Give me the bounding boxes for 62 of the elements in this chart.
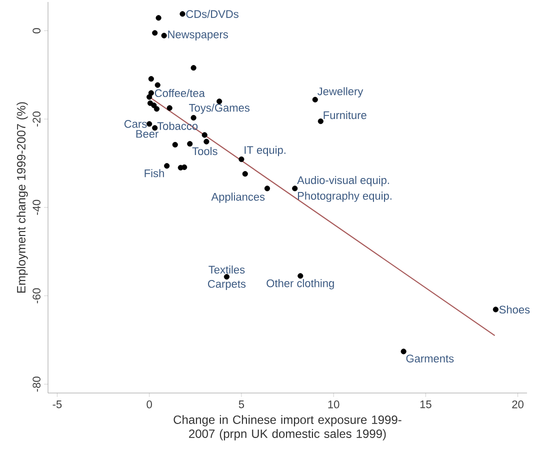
- point: [187, 141, 193, 147]
- annotation: Coffee/tea: [154, 88, 205, 98]
- point: [492, 306, 498, 312]
- point: [202, 132, 208, 138]
- x-tick-label: 20: [512, 400, 524, 408]
- y-tick-label: -60: [32, 288, 40, 304]
- annotation: Photography equip.: [298, 192, 392, 202]
- x-tick-label: 10: [328, 400, 340, 408]
- point: [154, 82, 160, 88]
- point: [148, 90, 154, 96]
- point: [182, 164, 188, 170]
- point: [318, 118, 324, 124]
- y-tick-label: -20: [32, 112, 40, 127]
- y-tick-label: -40: [32, 200, 40, 215]
- x-tick-label: 0: [146, 400, 152, 408]
- annotation: Fish: [144, 169, 164, 178]
- annotation: Appliances: [211, 192, 265, 203]
- point: [190, 65, 196, 71]
- point: [204, 138, 210, 144]
- point: [148, 76, 154, 82]
- annotation: CDs/DVDs: [186, 10, 238, 18]
- annotation: Carpets: [208, 280, 246, 290]
- annotation: Shoes: [499, 305, 530, 314]
- point: [154, 106, 160, 112]
- point: [298, 273, 304, 279]
- point: [146, 121, 152, 127]
- annotation: Furniture: [324, 111, 366, 120]
- x-tick-label: -5: [52, 400, 62, 408]
- point: [400, 348, 406, 354]
- point: [264, 186, 270, 192]
- y-tick-label: -80: [32, 376, 40, 392]
- point: [190, 114, 196, 121]
- x-axis-title: Change in Chinese import exposure 1999-2007 (prpn UK domestic sales 1999): [174, 415, 402, 440]
- annotation: Other clothing: [266, 279, 334, 290]
- point: [238, 156, 244, 162]
- point: [242, 171, 248, 177]
- point: [312, 96, 318, 102]
- annotation: Newspapers: [168, 30, 228, 40]
- point: [164, 163, 170, 169]
- annotation: Audio-visual equip.: [297, 176, 389, 186]
- annotation: Tools: [192, 147, 218, 156]
- annotation: Cars: [124, 120, 147, 128]
- point: [172, 142, 178, 148]
- annotation: Jewellery: [318, 87, 364, 98]
- point: [166, 105, 172, 111]
- annotation: Beer: [136, 130, 158, 138]
- point: [156, 15, 162, 21]
- point: [224, 274, 230, 280]
- point: [161, 32, 167, 38]
- point: [180, 11, 186, 17]
- x-tick-label: 5: [238, 400, 244, 408]
- y-tick-label: 0: [32, 28, 40, 34]
- x-tick-label: 15: [420, 400, 432, 408]
- annotation: Toys/Games: [189, 104, 250, 114]
- point: [152, 30, 158, 36]
- point: [146, 94, 152, 100]
- annotation: Garments: [406, 354, 454, 362]
- point: [292, 186, 298, 192]
- point: [151, 102, 157, 108]
- annotation: IT equip.: [244, 146, 286, 156]
- annotation: Textiles: [208, 266, 245, 274]
- y-axis-title: Employment change 1999-2007 (%): [16, 102, 28, 293]
